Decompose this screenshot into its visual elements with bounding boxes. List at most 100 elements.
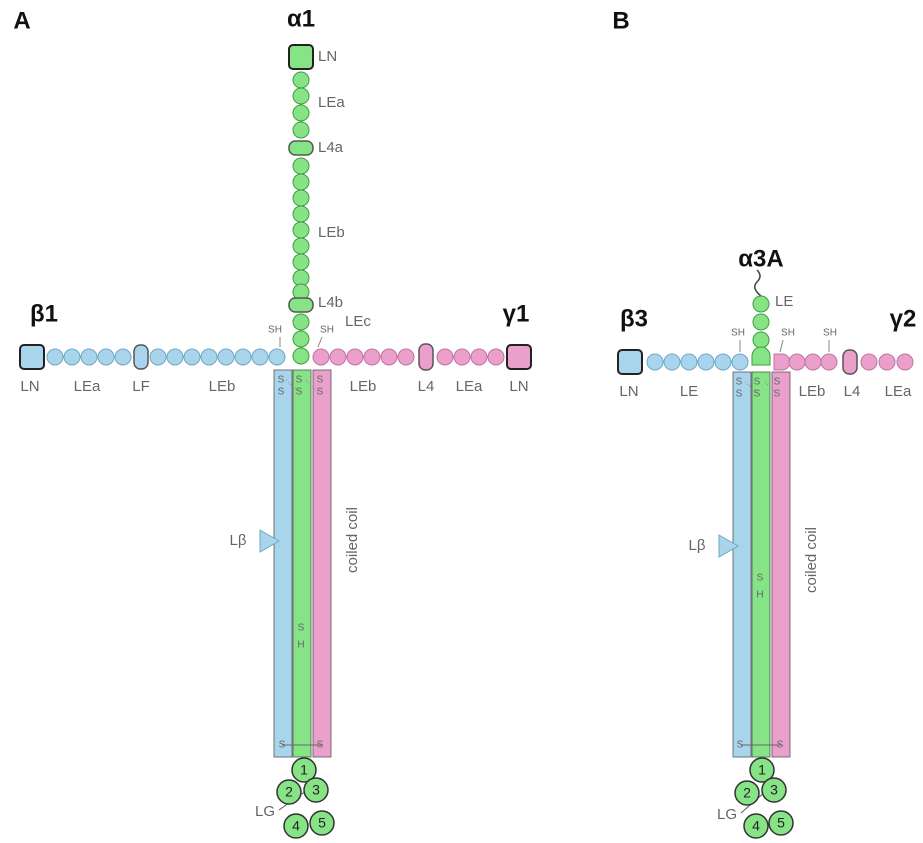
lg-module [749,757,775,783]
l4-domain [842,349,858,375]
domain-circle [470,348,488,366]
domain-circle [114,348,132,366]
disulfide-label: S [296,387,303,398]
domain-circle [680,353,698,371]
beta-rod [273,369,293,758]
domain-circle [63,348,81,366]
domain-circle [292,189,310,207]
domain-label: LN [20,378,39,395]
domain-label: LEb [799,383,826,400]
disulfide-bond [285,379,301,393]
domain-circle [731,353,749,371]
domain-circle [346,348,364,366]
disulfide-label: S [754,377,761,388]
chain-name: γ1 [503,300,530,327]
domain-label: L4 [844,383,861,400]
lg-module [291,757,317,783]
domain-label: LN [318,48,337,65]
domain-circle [251,348,269,366]
disulfide-label: S [317,740,324,751]
disulfide-label: S [278,375,285,386]
domain-label: LN [619,383,638,400]
ln-domain [617,349,643,375]
lg-number: 5 [777,815,785,831]
sh-label: SH [781,328,795,339]
domain-circle [329,348,347,366]
domain-circle [268,348,286,366]
panel-label: A [13,7,30,34]
domain-circle [363,348,381,366]
l4-domain [288,297,314,313]
domain-label: LEb [350,378,377,395]
domain-circle [312,348,330,366]
domain-circle [292,253,310,271]
lg-number: 2 [743,785,751,801]
domain-circle [292,313,310,331]
disulfide-label: S [774,377,781,388]
domain-circle [487,348,505,366]
domain-circle [397,348,415,366]
alpha-rod [751,371,771,758]
domain-circle [166,348,184,366]
sh-label: SH [268,325,282,336]
domain-circle [292,71,310,89]
panel-label: B [612,7,629,34]
disulfide-label: S [296,375,303,386]
lg-module [309,810,335,836]
half-domain [773,353,791,371]
lg-module [283,813,309,839]
coil-label: coiled coil [803,527,820,593]
lg-number: 1 [300,762,308,778]
beta-rod [732,371,752,758]
domain-label: LN [509,378,528,395]
domain-label: LEb [209,378,236,395]
chain-name: α3A [738,245,783,272]
domain-circle [80,348,98,366]
domain-circle [292,205,310,223]
ln-domain [288,44,314,70]
lg-module [276,779,302,805]
half-domain [751,346,771,366]
sh-label: S [298,623,305,634]
domain-circle [697,353,715,371]
lg-module [768,810,794,836]
disulfide-label: S [777,740,784,751]
lbeta-label: Lβ [230,532,247,549]
domain-label: LEa [74,378,101,395]
domain-circle [292,173,310,191]
domain-label: LEc [345,313,371,330]
l4-domain [418,343,434,371]
domain-circle [200,348,218,366]
domain-circle [752,331,770,349]
domain-circle [292,221,310,239]
domain-circle [380,348,398,366]
lg-module [761,777,787,803]
lg-number: 4 [752,818,760,834]
domain-label: L4a [318,139,344,156]
domain-circle [804,353,822,371]
domain-circle [896,353,914,371]
gamma-rod [312,369,332,758]
disulfide-label: S [278,387,285,398]
squiggle [754,269,762,297]
sh-label: SH [823,328,837,339]
domain-circle [878,353,896,371]
domain-circle [752,295,770,313]
lg-label: LG [255,803,275,820]
domain-label: LEa [456,378,483,395]
domain-circle [292,330,310,348]
domain-circle [46,348,64,366]
domain-label: L4 [418,378,435,395]
domain-label: LEa [885,383,912,400]
domain-circle [292,237,310,255]
chain-name: β3 [620,305,648,332]
domain-circle [149,348,167,366]
domain-circle [714,353,732,371]
domain-circle [217,348,235,366]
gamma-rod [771,371,791,758]
domain-label: LEa [318,94,345,111]
disulfide-label: S [317,375,324,386]
sh-label: H [297,640,304,651]
lg-number: 2 [285,784,293,800]
